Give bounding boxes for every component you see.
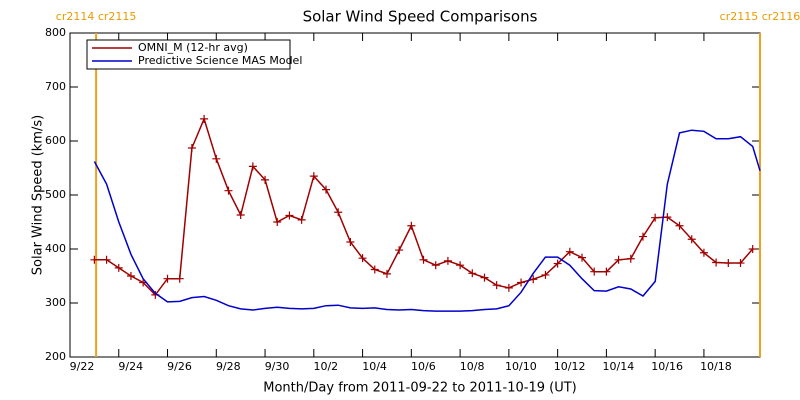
data-point	[285, 211, 294, 220]
x-axis-title: Month/Day from 2011-09-22 to 2011-10-19 …	[263, 381, 576, 396]
data-point	[273, 218, 282, 226]
data-point	[370, 265, 379, 274]
y-tick-label: 200	[45, 350, 66, 363]
x-tick-label: 10/10	[505, 360, 537, 373]
data-point	[492, 281, 501, 290]
x-tick-label: 10/16	[651, 360, 683, 373]
legend-label: OMNI_M (12-hr avg)	[138, 41, 248, 54]
y-tick-label: 500	[45, 188, 66, 201]
data-point	[724, 259, 733, 268]
x-tick-label: 9/26	[167, 360, 192, 373]
data-point	[602, 267, 611, 276]
data-point	[309, 172, 318, 181]
series-line	[93, 129, 761, 312]
data-point	[187, 144, 196, 153]
x-tick-label: 9/24	[118, 360, 143, 373]
data-point	[346, 237, 355, 246]
data-point	[748, 245, 757, 253]
data-point	[614, 255, 623, 264]
data-point	[102, 255, 111, 264]
data-point	[261, 175, 270, 184]
data-point	[456, 261, 465, 270]
y-tick-label: 400	[45, 242, 66, 255]
data-point	[443, 256, 452, 265]
y-axis-title: Solar Wind Speed (km/s)	[31, 115, 46, 275]
data-point	[248, 162, 257, 171]
x-tick-label: 10/12	[554, 360, 586, 373]
x-tick-label: 10/6	[411, 360, 436, 373]
data-point	[224, 186, 233, 195]
data-point	[712, 258, 721, 267]
data-point	[529, 275, 538, 284]
data-point	[590, 267, 599, 276]
y-tick-label: 300	[45, 296, 66, 309]
data-point	[468, 269, 477, 278]
data-point	[163, 274, 172, 283]
plot-frame	[69, 32, 761, 358]
data-point	[553, 259, 562, 268]
data-point	[358, 254, 367, 263]
data-point	[126, 272, 135, 280]
data-point	[175, 274, 184, 283]
data-point	[419, 255, 428, 264]
legend	[86, 39, 291, 70]
data-point	[212, 154, 221, 163]
x-tick-label: 10/2	[313, 360, 338, 373]
data-point	[236, 210, 245, 219]
data-point	[90, 255, 99, 264]
data-point	[736, 259, 745, 268]
data-point	[578, 253, 587, 262]
data-point	[322, 185, 331, 194]
data-point	[200, 114, 209, 123]
x-tick-label: 9/28	[216, 360, 241, 373]
x-tick-label: 9/22	[70, 360, 95, 373]
data-point	[504, 283, 513, 292]
legend-label: Predictive Science MAS Model	[138, 54, 302, 67]
x-tick-label: 9/30	[265, 360, 290, 373]
data-point	[114, 263, 123, 272]
data-point	[638, 232, 647, 241]
y-tick-label: 700	[45, 80, 66, 93]
data-point	[480, 273, 489, 282]
series-line	[94, 116, 754, 297]
x-tick-label: 10/14	[603, 360, 635, 373]
x-tick-label: 10/4	[362, 360, 387, 373]
y-tick-label: 800	[45, 26, 66, 39]
data-point	[297, 215, 306, 224]
chart-title: Solar Wind Speed Comparisons	[303, 8, 538, 26]
data-point	[407, 221, 416, 230]
rotation-label: cr2114 cr2115	[56, 10, 137, 23]
data-point	[382, 269, 391, 278]
data-point	[334, 208, 343, 217]
x-tick-label: 10/8	[460, 360, 485, 373]
rotation-label: cr2115 cr2116	[720, 10, 800, 23]
data-point	[663, 213, 672, 222]
data-point	[675, 221, 684, 230]
data-point	[517, 278, 526, 287]
data-point	[431, 261, 440, 270]
data-point	[687, 235, 696, 244]
data-point	[651, 213, 660, 222]
data-point	[395, 246, 404, 255]
data-point	[626, 254, 635, 263]
data-point	[541, 270, 550, 279]
data-point	[565, 247, 574, 256]
data-point	[699, 248, 708, 257]
y-tick-label: 600	[45, 134, 66, 147]
x-tick-label: 10/18	[700, 360, 732, 373]
